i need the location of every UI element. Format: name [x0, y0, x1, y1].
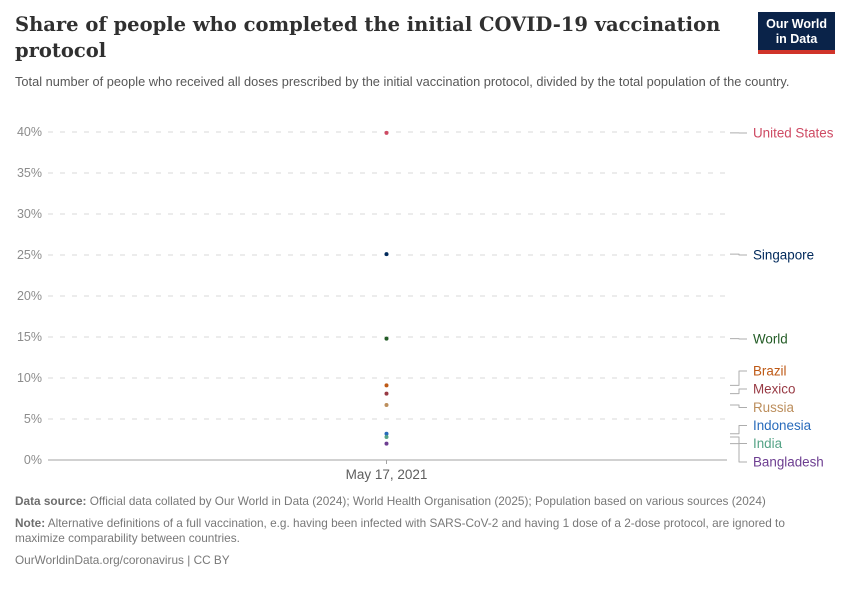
- entity-label-india[interactable]: India: [753, 436, 783, 451]
- label-connector-brazil: [730, 370, 747, 386]
- label-connector-mexico: [730, 388, 747, 395]
- footer-separator: |: [187, 553, 191, 567]
- chart-footer: Data source: Official data collated by O…: [15, 494, 835, 575]
- y-tick-label: 20%: [17, 289, 42, 303]
- data-source-text: Official data collated by Our World in D…: [86, 494, 766, 508]
- license-label: CC BY: [193, 553, 230, 567]
- owid-url-link[interactable]: OurWorldinData.org/coronavirus: [15, 553, 184, 567]
- data-point-india[interactable]: [384, 435, 389, 440]
- data-point-indonesia[interactable]: [384, 431, 389, 436]
- y-tick-label: 15%: [17, 330, 42, 344]
- entity-label-world[interactable]: World: [753, 332, 788, 347]
- data-point-united-states[interactable]: [384, 130, 389, 135]
- data-source-label: Data source:: [15, 494, 87, 508]
- label-connector-bangladesh: [730, 443, 747, 463]
- page-title: Share of people who completed the initia…: [15, 13, 721, 62]
- entity-label-bangladesh[interactable]: Bangladesh: [753, 455, 824, 470]
- data-point-world[interactable]: [384, 336, 389, 341]
- data-point-bangladesh[interactable]: [384, 441, 389, 446]
- owid-logo-line2: in Data: [775, 31, 818, 46]
- note-text: Alternative definitions of a full vaccin…: [15, 516, 785, 545]
- chart-header: Share of people who completed the initia…: [15, 12, 835, 91]
- data-point-mexico[interactable]: [384, 391, 389, 396]
- label-connector-singapore: [730, 253, 747, 256]
- y-tick-label: 5%: [24, 412, 42, 426]
- y-tick-label: 30%: [17, 207, 42, 221]
- footer-links: OurWorldinData.org/coronavirus | CC BY: [15, 553, 830, 568]
- y-tick-label: 25%: [17, 248, 42, 262]
- label-connector-india: [730, 436, 747, 444]
- data-point-russia[interactable]: [384, 403, 389, 408]
- methodology-note: Note: Alternative definitions of a full …: [15, 516, 830, 546]
- owid-logo-line1: Our World: [766, 17, 827, 31]
- y-tick-label: 35%: [17, 166, 42, 180]
- label-connector-russia: [730, 404, 747, 408]
- data-point-brazil[interactable]: [384, 383, 389, 388]
- owid-logo[interactable]: Our World in Data: [758, 12, 835, 54]
- entity-label-mexico[interactable]: Mexico: [753, 382, 795, 397]
- label-connector-indonesia: [730, 425, 747, 435]
- scatter-chart: 0% 5% 10% 15% 20% 25% 30% 35% 40% May 17, 2021 Uni…: [0, 118, 850, 494]
- entity-label-singapore[interactable]: Singapore: [753, 248, 814, 263]
- data-source-note: Data source: Official data collated by O…: [15, 494, 830, 509]
- y-tick-label: 40%: [17, 125, 42, 139]
- note-label: Note:: [15, 516, 46, 530]
- chart-canvas: 0% 5% 10% 15% 20% 25% 30% 35% 40% May 17, 2021 Uni…: [17, 125, 834, 482]
- entity-label-brazil[interactable]: Brazil: [753, 364, 787, 379]
- entity-label-russia[interactable]: Russia: [753, 400, 794, 415]
- x-tick-label: May 17, 2021: [346, 467, 428, 482]
- y-tick-label: 0%: [24, 453, 42, 467]
- chart-subtitle: Total number of people who received all …: [15, 74, 790, 89]
- y-tick-label: 10%: [17, 371, 42, 385]
- entity-label-indonesia[interactable]: Indonesia: [753, 418, 812, 433]
- data-point-singapore[interactable]: [384, 252, 389, 257]
- entity-label-united-states[interactable]: United States: [753, 126, 834, 141]
